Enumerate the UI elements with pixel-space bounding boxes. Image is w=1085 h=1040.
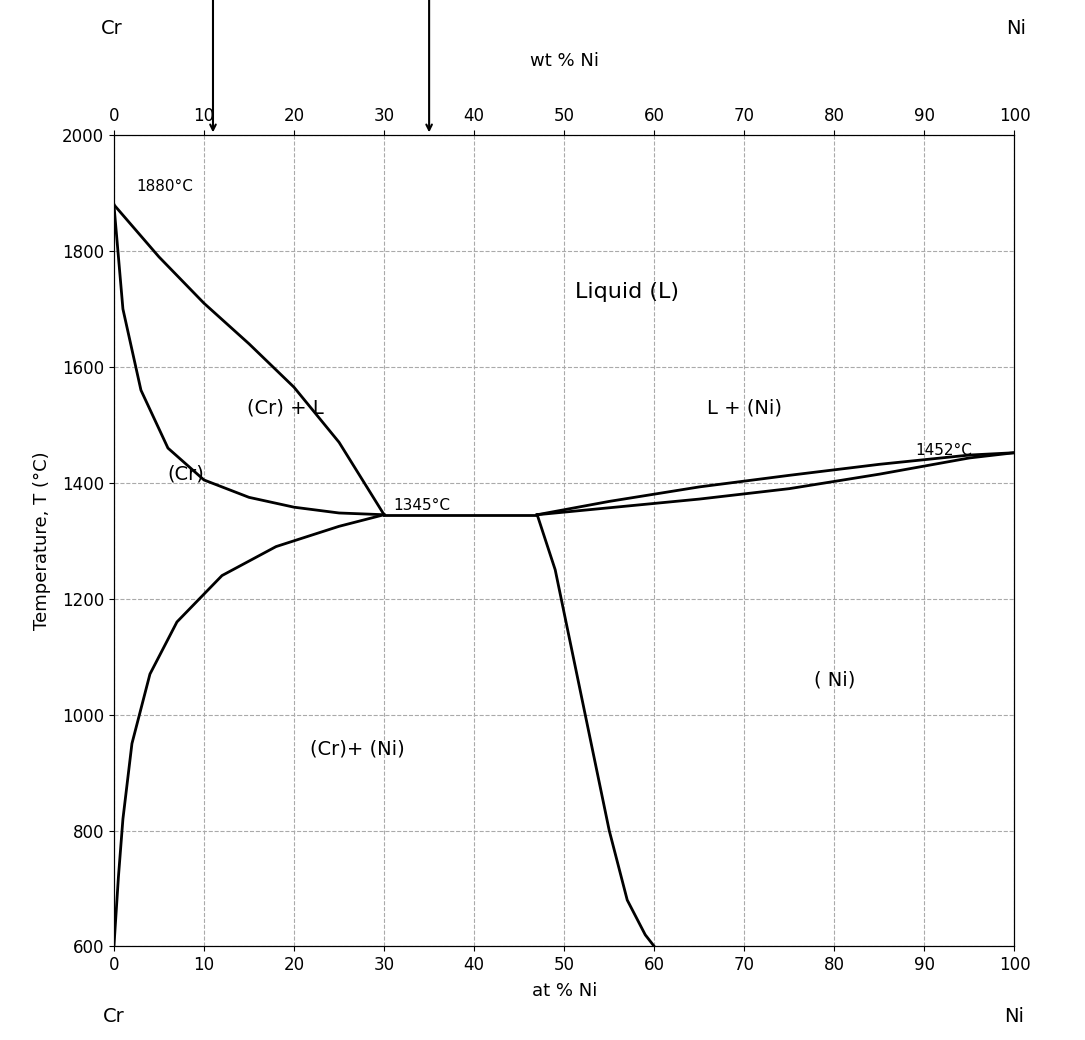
Text: (Cr) + L: (Cr) + L (246, 398, 323, 417)
X-axis label: at % Ni: at % Ni (532, 983, 597, 1000)
Text: Cr: Cr (101, 19, 123, 37)
Text: Liquid (L): Liquid (L) (575, 282, 679, 302)
Text: 1452°C: 1452°C (916, 443, 972, 458)
Text: (Cr): (Cr) (167, 465, 204, 484)
X-axis label: wt % Ni: wt % Ni (529, 52, 599, 70)
Text: Ni: Ni (1005, 1007, 1024, 1026)
Text: ( Ni): ( Ni) (814, 671, 855, 690)
Text: L + (Ni): L + (Ni) (706, 398, 782, 417)
Text: (Cr)+ (Ni): (Cr)+ (Ni) (309, 739, 405, 759)
Text: 1880°C: 1880°C (137, 179, 193, 194)
Text: Cr: Cr (103, 1007, 125, 1026)
Text: 1345°C: 1345°C (393, 498, 450, 513)
Y-axis label: Temperature, T (°C): Temperature, T (°C) (33, 451, 51, 630)
Text: Ni: Ni (1006, 19, 1026, 37)
